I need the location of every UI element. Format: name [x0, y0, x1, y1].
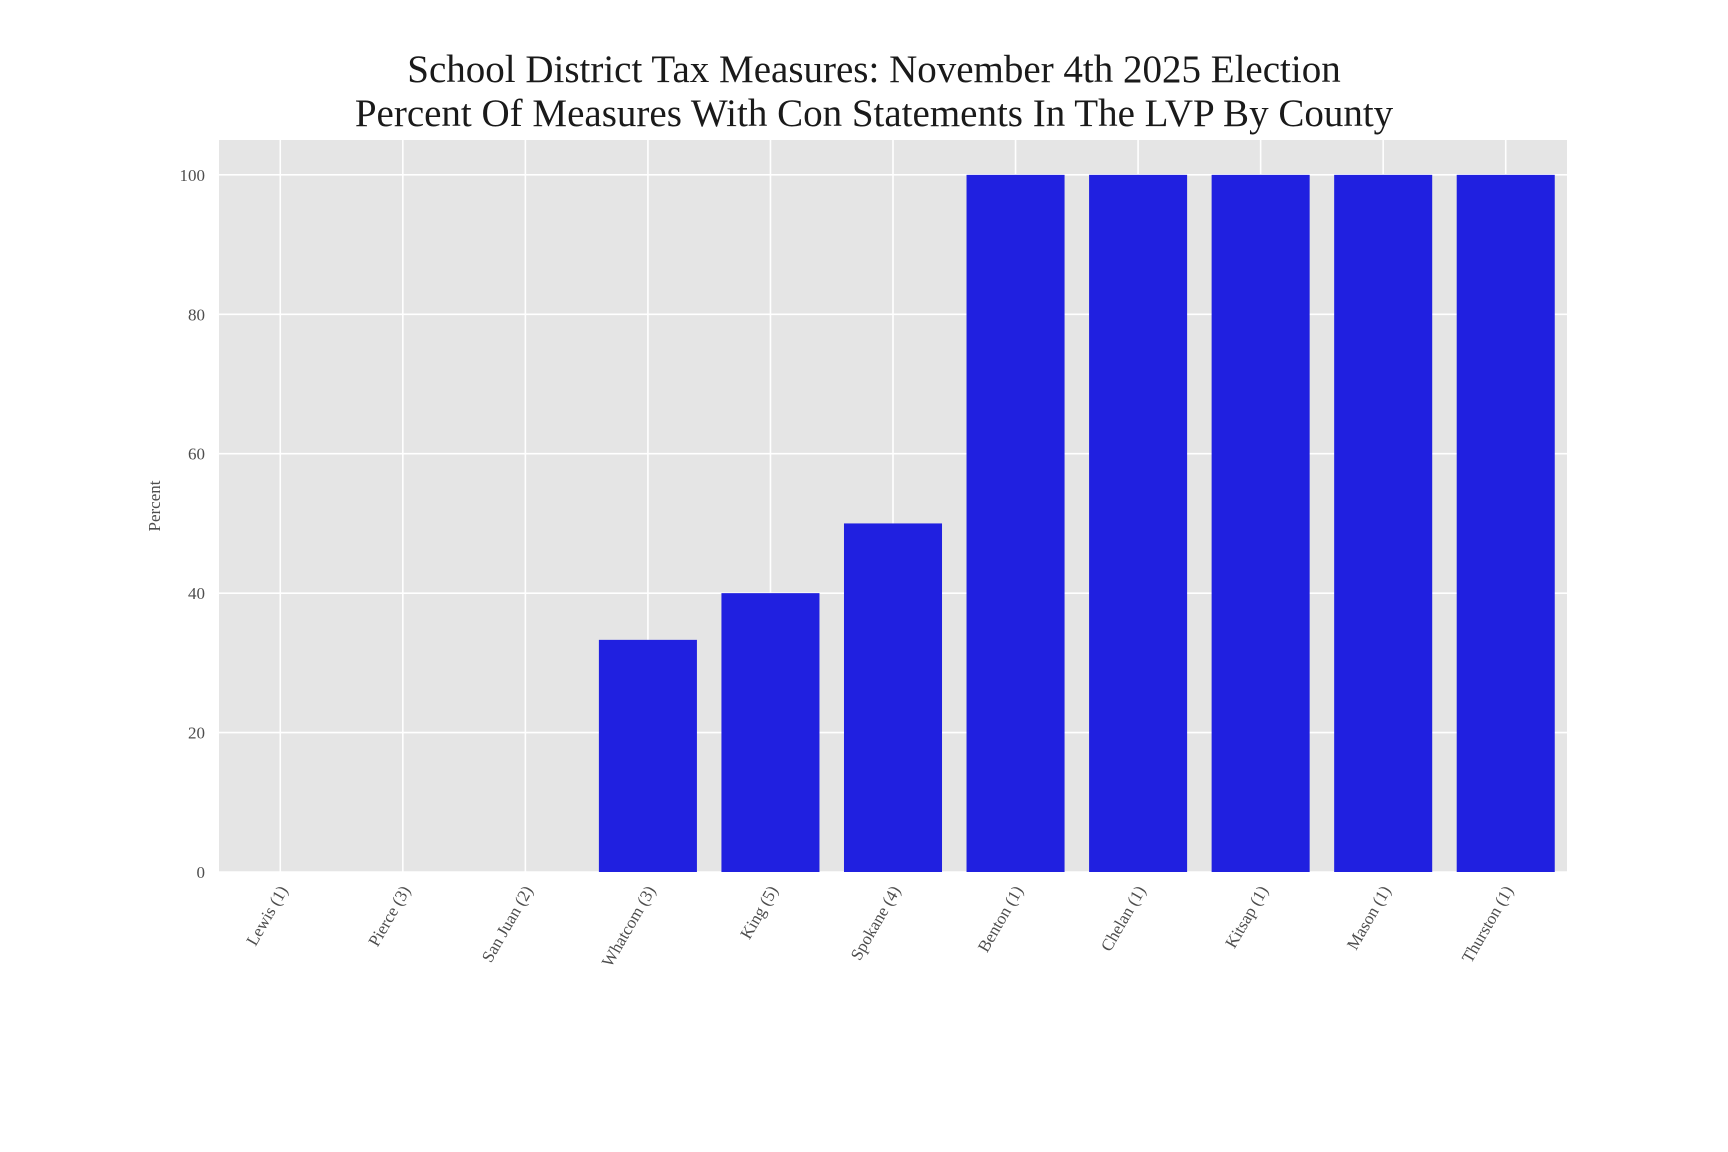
x-tick-label: Pierce (3): [365, 883, 415, 950]
bar: [966, 174, 1065, 872]
x-tick-label: Benton (1): [974, 882, 1027, 955]
y-tick-label: 80: [188, 305, 205, 324]
bar: [843, 523, 943, 872]
chart-subtitle: Percent Of Measures With Con Statements …: [354, 92, 1394, 135]
x-tick-label: King (5): [736, 883, 781, 943]
x-tick-label: Thurston (1): [1458, 883, 1517, 967]
y-axis-label: Percent: [145, 480, 164, 531]
bars: [598, 174, 1555, 872]
bar: [1456, 174, 1555, 872]
y-tick-label: 60: [188, 445, 205, 464]
bar: [1089, 174, 1188, 872]
x-tick-label: Kitsap (1): [1221, 883, 1272, 952]
bar: [721, 593, 820, 872]
bar: [1211, 174, 1310, 872]
chart-title: School District Tax Measures: November 4…: [407, 48, 1341, 91]
x-tick-label: Mason (1): [1343, 883, 1395, 953]
x-tick-label: Chelan (1): [1097, 883, 1150, 955]
x-tick-label: Whatcom (3): [598, 883, 660, 971]
bar: [1334, 174, 1433, 872]
bar: [598, 639, 697, 872]
y-tick-labels: 0 20 40 60 80 100: [180, 166, 206, 882]
y-tick-label: 40: [188, 584, 205, 603]
y-tick-label: 0: [197, 863, 206, 882]
x-tick-labels: Lewis (1) Pierce (3) San Juan (2) Whatcom (…: [242, 882, 1517, 970]
x-tick-label: San Juan (2): [478, 883, 537, 966]
x-tick-label: Lewis (1): [242, 883, 291, 949]
y-tick-label: 20: [188, 724, 205, 743]
x-tick-label: Spokane (4): [847, 883, 905, 964]
y-tick-label: 100: [180, 166, 206, 185]
